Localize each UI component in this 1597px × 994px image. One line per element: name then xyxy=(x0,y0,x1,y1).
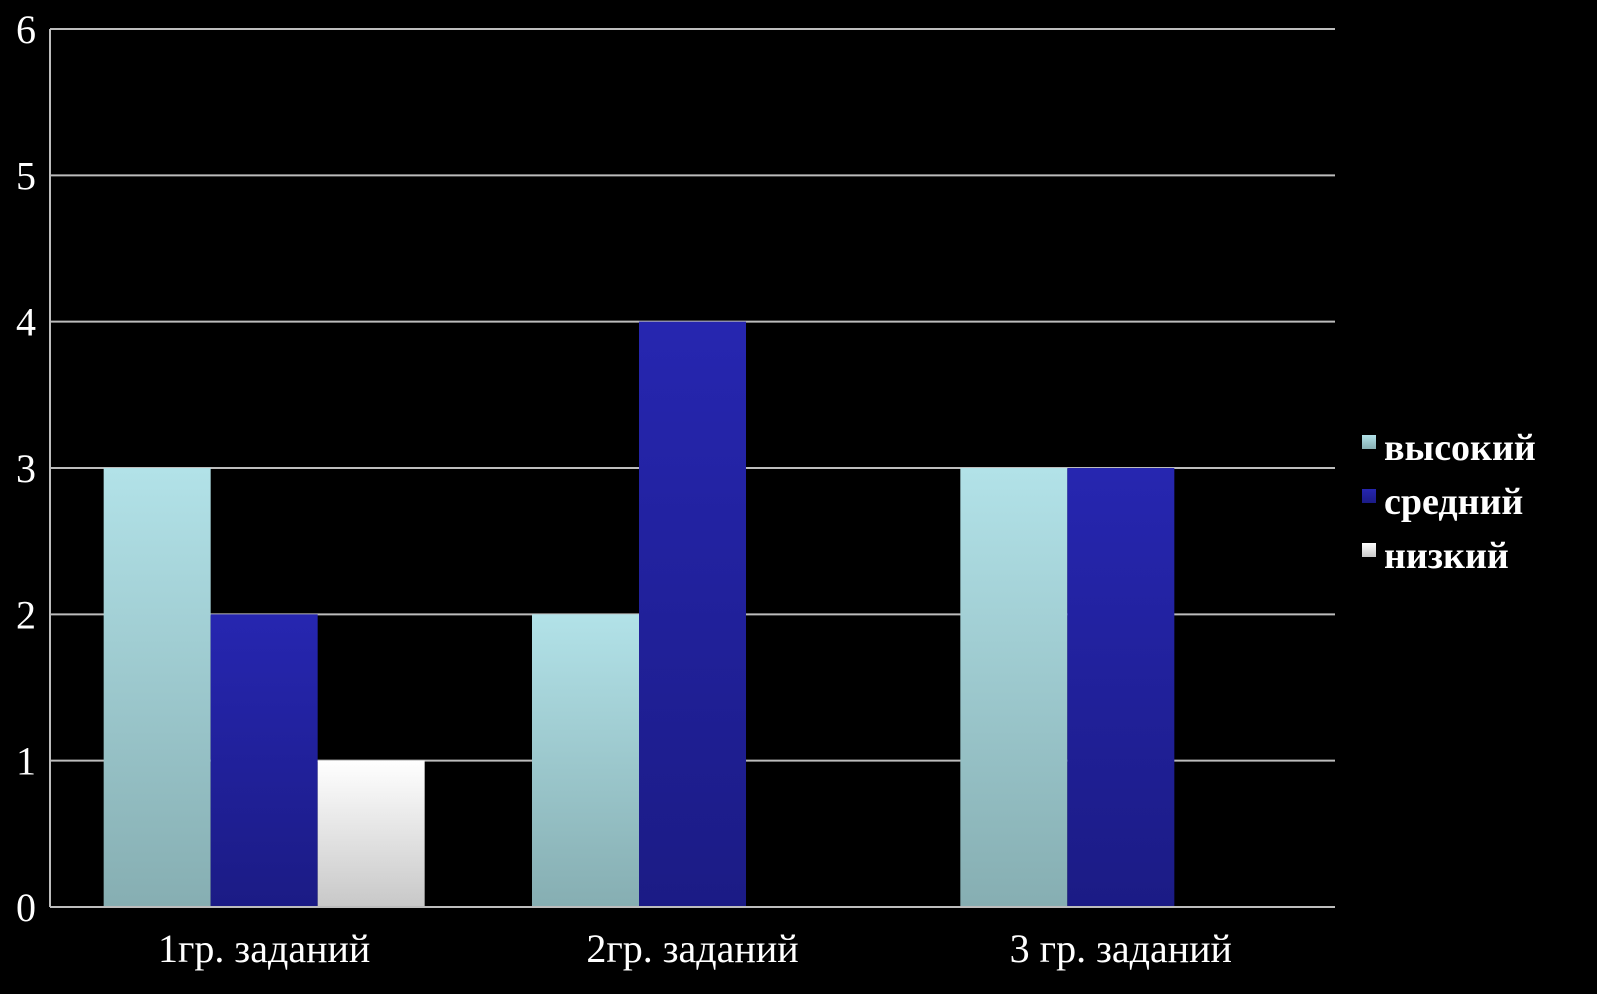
bar-2-2 xyxy=(639,321,746,908)
axes xyxy=(49,29,1335,908)
legend-swatch xyxy=(1362,543,1376,557)
x-category-label: 3 гр. заданий xyxy=(1010,926,1232,971)
legend-label: средний xyxy=(1384,481,1523,523)
y-tick-label: 6 xyxy=(16,7,36,52)
bar-1-2 xyxy=(532,614,639,907)
x-axis-category-labels: 1гр. заданий 2гр. заданий 3 гр. заданий xyxy=(158,926,1232,971)
bar-2-1 xyxy=(210,614,318,907)
bar-2-3 xyxy=(1067,468,1175,907)
bar-1-3 xyxy=(960,468,1068,907)
bar-1-1 xyxy=(103,468,211,907)
y-tick-label: 0 xyxy=(16,885,36,930)
y-tick-label: 1 xyxy=(16,739,36,784)
y-tick-label: 5 xyxy=(16,153,36,198)
legend: высокий средний низкий xyxy=(1362,427,1536,577)
legend-label: высокий xyxy=(1384,427,1536,469)
x-category-label: 2гр. заданий xyxy=(586,926,798,971)
y-tick-label: 2 xyxy=(16,592,36,637)
legend-label: низкий xyxy=(1384,535,1509,577)
x-category-label: 1гр. заданий xyxy=(158,926,370,971)
y-tick-label: 4 xyxy=(16,300,36,345)
legend-swatch xyxy=(1362,489,1376,503)
bar-3-1 xyxy=(317,760,425,907)
legend-swatch xyxy=(1362,435,1376,449)
y-axis-tick-labels: 0 1 2 3 4 5 6 xyxy=(16,7,36,930)
bars xyxy=(103,321,1175,908)
y-tick-label: 3 xyxy=(16,446,36,491)
